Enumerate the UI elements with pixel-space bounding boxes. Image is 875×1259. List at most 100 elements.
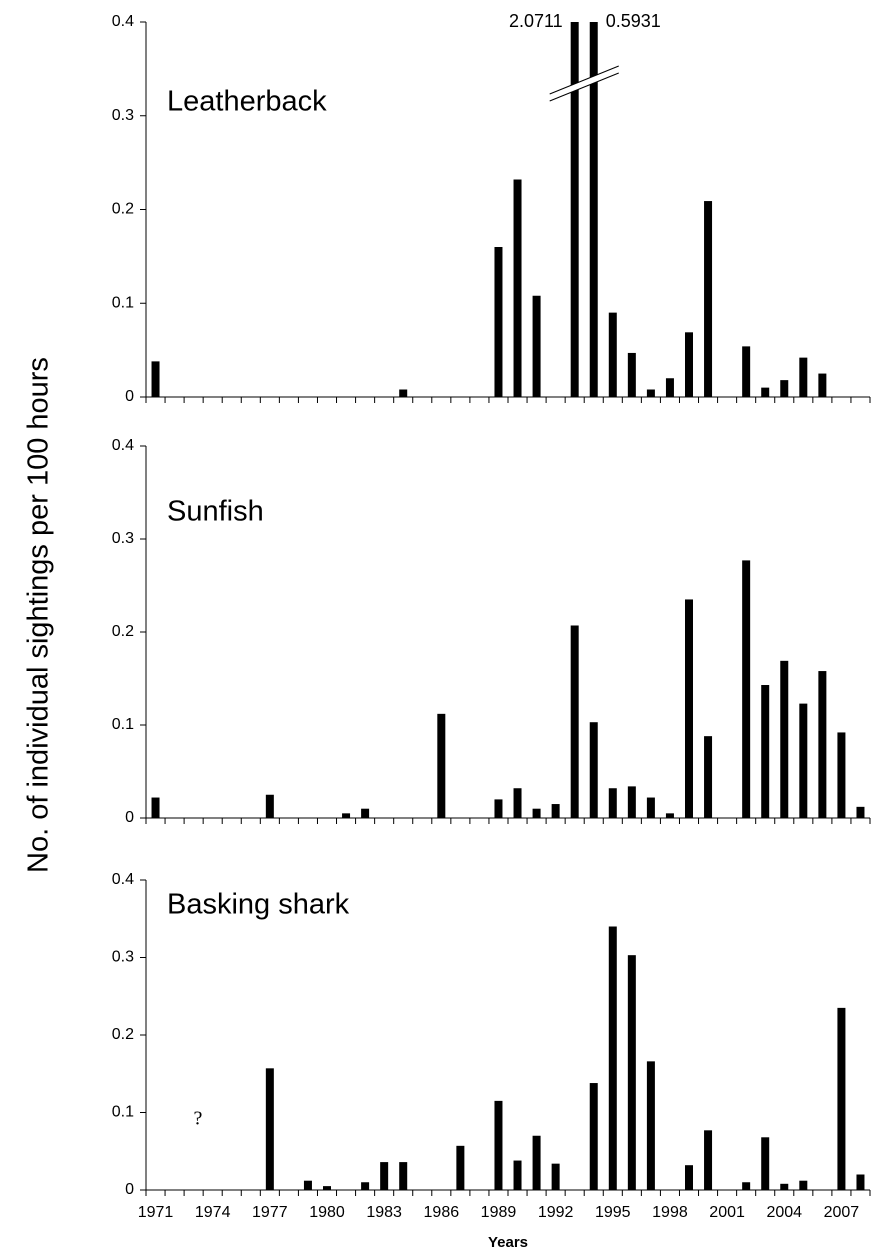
value-label: 2.0711	[509, 11, 563, 31]
panel-title: Leatherback	[167, 86, 327, 118]
x-tick-label: 1971	[138, 1204, 174, 1221]
annotation: ?	[194, 1108, 203, 1130]
bar	[608, 788, 617, 818]
panel-title: Sunfish	[167, 496, 264, 528]
bar	[799, 1180, 808, 1190]
bar	[685, 1165, 693, 1190]
bar	[761, 1137, 770, 1190]
bar	[799, 357, 808, 397]
bar	[532, 1135, 541, 1190]
y-tick-label: 0.3	[112, 530, 134, 547]
x-tick-label: 1983	[366, 1204, 402, 1221]
y-tick-label: 0.4	[112, 13, 134, 30]
axis-break-gap	[549, 66, 619, 101]
bar	[494, 1100, 503, 1190]
bar	[665, 378, 674, 397]
y-tick-label: 0.4	[112, 437, 134, 454]
bar	[761, 387, 770, 397]
bar	[151, 361, 160, 397]
y-tick-label: 0.3	[112, 107, 134, 124]
bar	[665, 813, 674, 818]
x-tick-label: 2007	[824, 1204, 860, 1221]
bar	[704, 201, 713, 397]
bar	[361, 1182, 370, 1190]
bar	[494, 799, 503, 818]
bar	[704, 1130, 713, 1190]
bar	[856, 1174, 865, 1190]
bar	[704, 736, 713, 818]
x-tick-label: 1998	[652, 1204, 688, 1221]
bar	[646, 389, 655, 397]
bar	[570, 22, 579, 397]
y-axis-title: No. of individual sightings per 100 hour…	[23, 357, 55, 873]
y-tick-label: 0.1	[112, 294, 134, 311]
bar	[532, 808, 541, 818]
x-tick-label: 1977	[252, 1204, 288, 1221]
bar	[265, 1068, 274, 1190]
bar	[780, 380, 789, 397]
axis-break	[549, 65, 619, 95]
bars	[151, 560, 865, 818]
bar	[380, 1162, 389, 1190]
bar	[151, 797, 160, 818]
axis-break	[549, 72, 619, 102]
bar	[589, 722, 598, 818]
y-tick-label: 0.2	[112, 201, 134, 218]
y-tick-label: 0.4	[112, 871, 134, 888]
bar	[399, 389, 408, 397]
y-tick-label: 0	[125, 1181, 134, 1198]
bar	[361, 808, 370, 818]
bar	[646, 797, 655, 818]
y-tick-label: 0.3	[112, 949, 134, 966]
bar	[323, 1186, 331, 1190]
x-tick-label: 1974	[195, 1204, 231, 1221]
x-tick-label: 1989	[481, 1204, 517, 1221]
bars	[151, 22, 827, 397]
x-axis-title: Years	[488, 1234, 528, 1251]
bar	[761, 685, 770, 818]
y-tick-label: 0.2	[112, 623, 134, 640]
y-tick-label: 0.1	[112, 716, 134, 733]
bar	[818, 373, 827, 397]
bar	[589, 1083, 598, 1190]
value-label: 0.5931	[606, 11, 661, 31]
bar	[532, 295, 541, 397]
bar	[399, 1162, 408, 1190]
bar	[456, 1145, 465, 1190]
bar	[742, 1182, 751, 1190]
bar	[646, 1061, 655, 1190]
bar	[513, 788, 522, 818]
y-tick-label: 0.2	[112, 1026, 134, 1043]
bar	[799, 703, 808, 818]
y-tick-label: 0	[125, 388, 134, 405]
y-tick-label: 0	[125, 809, 134, 826]
bar	[342, 813, 351, 818]
bar	[513, 179, 522, 397]
bar	[608, 926, 617, 1190]
bars	[265, 926, 865, 1190]
bar	[837, 732, 846, 818]
panel-title: Basking shark	[167, 889, 350, 921]
bar	[570, 625, 579, 818]
bar	[589, 22, 598, 397]
bar	[856, 806, 865, 818]
bar	[551, 1163, 560, 1190]
bar	[627, 352, 636, 397]
bar	[627, 786, 636, 818]
x-tick-label: 1986	[424, 1204, 460, 1221]
bar	[818, 671, 827, 818]
bar	[513, 1160, 522, 1190]
x-tick-label: 2004	[766, 1204, 802, 1221]
bar	[780, 1183, 789, 1190]
bar	[494, 247, 503, 397]
x-tick-label: 1995	[595, 1204, 631, 1221]
bar	[437, 713, 446, 818]
bar	[742, 560, 751, 818]
x-tick-label: 1992	[538, 1204, 574, 1221]
y-tick-label: 0.1	[112, 1104, 134, 1121]
x-tick-label: 2001	[709, 1204, 745, 1221]
bar	[685, 332, 693, 397]
bar	[780, 660, 789, 818]
bar	[685, 599, 693, 818]
